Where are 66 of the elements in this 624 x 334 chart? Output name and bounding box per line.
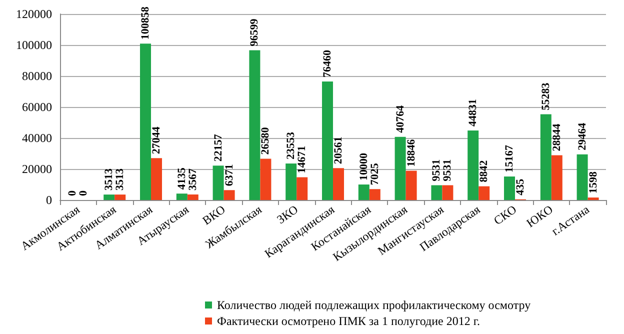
data-label: 8842 bbox=[478, 160, 490, 182]
y-tick-label: 60000 bbox=[22, 100, 52, 114]
data-label: 4135 bbox=[176, 167, 188, 190]
data-label: 1598 bbox=[587, 171, 600, 194]
bar bbox=[468, 130, 479, 200]
data-label: 29464 bbox=[576, 122, 588, 150]
bar bbox=[151, 158, 162, 200]
data-label: 44831 bbox=[467, 99, 480, 127]
data-label: 96599 bbox=[248, 18, 261, 46]
data-label: 20561 bbox=[332, 136, 344, 164]
x-tick-label: СКО bbox=[491, 202, 520, 228]
data-label: 0 bbox=[78, 190, 90, 196]
bar bbox=[176, 194, 188, 200]
legend-label: Фактически осмотрено ПМК за 1 полугодие 2012 г. bbox=[217, 314, 480, 328]
data-label: 3513 bbox=[114, 168, 126, 191]
bar bbox=[394, 136, 406, 200]
bar bbox=[187, 194, 198, 200]
data-label: 23553 bbox=[285, 131, 298, 160]
bar bbox=[140, 44, 151, 200]
data-label: 3567 bbox=[186, 168, 199, 190]
y-tick-label: 120000 bbox=[16, 7, 52, 21]
bar bbox=[249, 50, 260, 200]
y-tick-label: 20000 bbox=[22, 162, 52, 176]
bar bbox=[406, 170, 417, 200]
data-label: 9531 bbox=[442, 159, 454, 182]
bar bbox=[442, 185, 454, 200]
data-label: 10000 bbox=[358, 152, 370, 180]
bar bbox=[260, 158, 272, 200]
data-label: 7025 bbox=[368, 162, 381, 186]
data-label: 22157 bbox=[212, 134, 224, 162]
y-tick-label: 80000 bbox=[22, 69, 52, 83]
bar bbox=[296, 177, 308, 200]
data-label: 55283 bbox=[540, 82, 552, 110]
data-label: 18846 bbox=[405, 138, 418, 167]
data-label: 26580 bbox=[260, 126, 272, 155]
data-label: 28844 bbox=[550, 123, 563, 152]
bar bbox=[369, 189, 380, 200]
data-label: 76460 bbox=[322, 49, 334, 78]
data-label: 15167 bbox=[504, 144, 516, 172]
bar bbox=[504, 176, 515, 200]
bar bbox=[540, 114, 552, 200]
y-tick-label: 100000 bbox=[16, 38, 52, 52]
data-label: 3513 bbox=[103, 168, 116, 191]
data-label: 40764 bbox=[394, 104, 406, 133]
data-label: 435 bbox=[514, 178, 526, 196]
y-tick-label: 0 bbox=[46, 193, 52, 207]
bar bbox=[212, 166, 224, 200]
bar bbox=[576, 154, 588, 200]
bar bbox=[286, 163, 297, 200]
bar bbox=[333, 168, 344, 200]
data-label: 100858 bbox=[140, 6, 152, 40]
legend-label: Количество людей подлежащих профилактическому осмотру bbox=[217, 298, 531, 312]
bar bbox=[478, 186, 490, 200]
data-label: 0 bbox=[66, 190, 79, 196]
bar bbox=[358, 184, 370, 200]
bar bbox=[224, 190, 235, 200]
y-tick-label: 40000 bbox=[22, 131, 52, 145]
data-label: 14671 bbox=[296, 146, 308, 174]
data-label: 6371 bbox=[223, 164, 236, 186]
bar bbox=[114, 194, 126, 200]
bar bbox=[431, 185, 442, 200]
data-label: 9531 bbox=[430, 159, 443, 182]
bar bbox=[322, 81, 333, 200]
data-label: 27044 bbox=[150, 126, 162, 154]
bar bbox=[551, 155, 562, 200]
bar bbox=[104, 194, 115, 200]
